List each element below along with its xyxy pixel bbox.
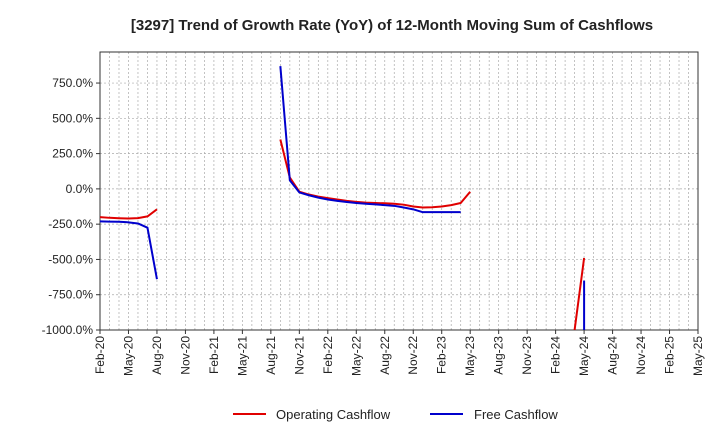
y-tick-label: -500.0% [48,252,93,266]
y-tick-label: 500.0% [52,111,93,125]
legend-label-free-cashflow: Free Cashflow [474,407,558,422]
y-tick-label: 750.0% [52,76,93,90]
legend-label-operating-cashflow: Operating Cashflow [276,407,391,422]
plot-area [99,51,699,331]
series-line-free-cashflow [279,66,461,214]
x-tick-label: May-22 [349,336,363,376]
x-tick-label: May-25 [691,336,705,376]
x-tick-label: Nov-24 [634,336,648,375]
x-tick-label: Aug-20 [150,336,164,375]
y-tick-label: -1000.0% [42,323,94,337]
x-tick-label: Aug-23 [492,336,506,375]
y-tick-label: 250.0% [52,147,93,161]
y-tick-label: -250.0% [48,217,93,231]
chart-title: [3297] Trend of Growth Rate (YoY) of 12-… [131,17,653,34]
x-tick-label: Aug-22 [378,336,392,375]
x-tick-label: Aug-24 [606,336,620,375]
y-tick-label: 0.0% [66,182,94,196]
x-tick-label: Feb-24 [549,336,563,374]
legend: Operating Cashflow Free Cashflow [233,407,558,422]
x-tick-label: Feb-22 [321,336,335,374]
x-tick-label: May-21 [235,336,249,376]
series-line-free-cashflow [99,220,158,280]
x-axis: Feb-20 May-20 Aug-20 Nov-20 Feb-21 May-21 Aug-… [93,330,705,376]
x-tick-label: Feb-20 [93,336,107,374]
x-tick-label: May-24 [577,336,591,376]
x-tick-label: May-23 [463,336,477,376]
x-tick-label: Feb-23 [435,336,449,374]
grid-layer [99,52,699,331]
series-line-operating-cashflow [573,257,586,331]
x-tick-label: Feb-25 [663,336,677,374]
x-tick-label: Aug-21 [264,336,278,375]
x-tick-label: Nov-20 [178,336,192,375]
y-axis: 750.0% 500.0% 250.0% 0.0% -250.0% -500.0% -750… [42,76,100,337]
x-tick-label: Nov-22 [406,336,420,375]
x-tick-label: Feb-21 [207,336,221,374]
x-tick-label: Nov-23 [520,336,534,375]
x-tick-label: Nov-21 [292,336,306,375]
series-layer [99,66,586,331]
y-tick-label: -750.0% [48,288,93,302]
series-line-operating-cashflow [99,208,158,220]
x-tick-label: May-20 [121,336,135,376]
